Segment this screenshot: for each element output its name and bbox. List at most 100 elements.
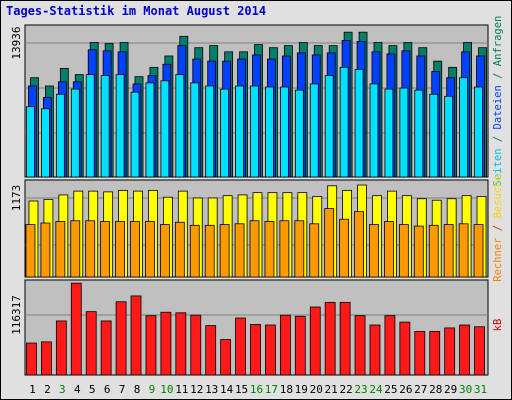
bar-bottom-s0-day27 [414,331,426,376]
bar-top-s2-day29 [444,95,454,178]
bar-middle-s1-day18 [279,220,290,278]
bar-top-s2-day8 [130,91,140,178]
bar-bottom-s0-day5 [85,311,97,376]
bar-top-s2-day21 [324,75,334,178]
day-label-5: 5 [89,383,96,396]
bar-bottom-s0-day19 [294,315,306,376]
bar-middle-s1-day22 [339,218,350,278]
tick-label-bottom: 116317 [10,295,23,335]
bar-bottom-s0-day26 [399,321,411,376]
bar-middle-s1-day6 [100,221,111,278]
bar-top-s2-day28 [429,93,439,178]
bar-middle-s1-day20 [309,223,320,278]
bar-middle-s1-day9 [145,221,155,278]
bar-middle-s1-day5 [85,220,96,278]
day-label-6: 6 [104,383,111,396]
day-label-1: 1 [29,383,36,396]
bar-bottom-s0-day3 [55,320,67,376]
bar-bottom-s0-day17 [265,324,276,376]
bar-top-s2-day17 [265,86,274,178]
bar-top-s2-day25 [384,88,394,178]
bar-top-s2-day18 [279,86,289,178]
bar-top-s2-day6 [100,75,110,178]
bar-middle-s1-day15 [234,223,245,278]
day-label-31: 31 [474,383,487,396]
bar-bottom-s0-day25 [384,315,396,376]
bar-middle-s1-day14 [219,224,230,278]
bar-top-s2-day24 [369,83,379,178]
bar-middle-s1-day26 [398,224,409,278]
bar-middle-s1-day27 [413,225,424,278]
bar-top-s2-day26 [399,87,409,178]
bar-top-s2-day1 [26,106,35,178]
bar-bottom-s0-day6 [100,320,112,376]
day-label-30: 30 [459,383,472,396]
day-label-29: 29 [444,383,457,396]
bar-bottom-s0-day31 [474,326,485,376]
bar-middle-s1-day30 [458,223,469,278]
bar-bottom-s0-day12 [190,314,202,376]
bar-top-s2-day7 [115,74,125,178]
axis-label-middle-part-2: Besuche [492,174,504,218]
bar-bottom-s0-day8 [130,295,142,376]
bar-bottom-s0-day15 [235,317,246,376]
day-label-23: 23 [354,383,367,396]
bar-top-s2-day30 [459,77,468,178]
bar-top-s2-day12 [190,82,200,178]
bar-bottom-s0-day30 [459,324,470,376]
tick-label-middle: 1173 [10,185,23,212]
bar-middle-s1-day28 [428,224,439,278]
axis-label-bottom-part-0: kB [492,319,504,332]
bar-bottom-s0-day9 [145,315,157,376]
bar-middle-s1-day8 [130,221,140,278]
bar-bottom-s0-day28 [429,331,441,376]
axis-label-top-part-1: / [492,129,504,148]
day-label-2: 2 [44,383,51,396]
bar-top-s2-day27 [414,89,424,178]
bar-top-s2-day31 [474,86,483,178]
bar-middle-s1-day1 [25,224,36,278]
day-label-7: 7 [119,383,126,396]
day-label-24: 24 [369,383,383,396]
axis-label-top-part-0: Seiten [492,148,504,186]
day-label-21: 21 [325,383,338,396]
bar-middle-s1-day16 [249,220,260,278]
bar-top-s2-day11 [175,74,185,178]
axis-label-top: Seiten / Dateien / Anfragen [492,16,504,187]
day-label-9: 9 [149,383,156,396]
day-label-22: 22 [339,383,352,396]
bar-top-s2-day20 [309,83,319,178]
bar-middle-s1-day10 [159,224,170,278]
bar-middle-s1-day25 [384,221,394,278]
day-label-28: 28 [429,383,442,396]
bar-bottom-s0-day2 [41,341,52,376]
bar-middle-s1-day21 [324,208,335,278]
bar-bottom-s0-day11 [175,312,187,376]
bar-bottom-s0-day20 [309,306,321,376]
day-label-17: 17 [265,383,278,396]
bar-middle-s1-day3 [55,221,66,278]
day-label-15: 15 [235,383,248,396]
day-label-11: 11 [175,383,188,396]
day-label-8: 8 [134,383,141,396]
day-label-12: 12 [190,383,203,396]
day-label-20: 20 [310,383,323,396]
bar-bottom-s0-day18 [279,314,291,376]
bar-bottom-s0-day24 [369,324,381,376]
day-label-10: 10 [160,383,173,396]
bar-top-s2-day5 [85,74,95,178]
bar-middle-s1-day29 [443,224,454,278]
bar-bottom-s0-day7 [115,301,127,376]
bar-middle-s1-day31 [473,224,484,278]
tick-label-top: 13936 [10,26,23,59]
day-label-14: 14 [220,383,234,396]
bar-top-s2-day23 [354,69,364,178]
bar-top-s2-day3 [55,93,65,178]
axis-label-top-part-4: Anfragen [492,16,504,67]
day-label-19: 19 [295,383,308,396]
axis-label-top-part-2: Dateien [492,85,504,129]
day-label-25: 25 [384,383,397,396]
bar-middle-s1-day12 [189,224,200,278]
bar-middle-s1-day2 [40,222,51,278]
